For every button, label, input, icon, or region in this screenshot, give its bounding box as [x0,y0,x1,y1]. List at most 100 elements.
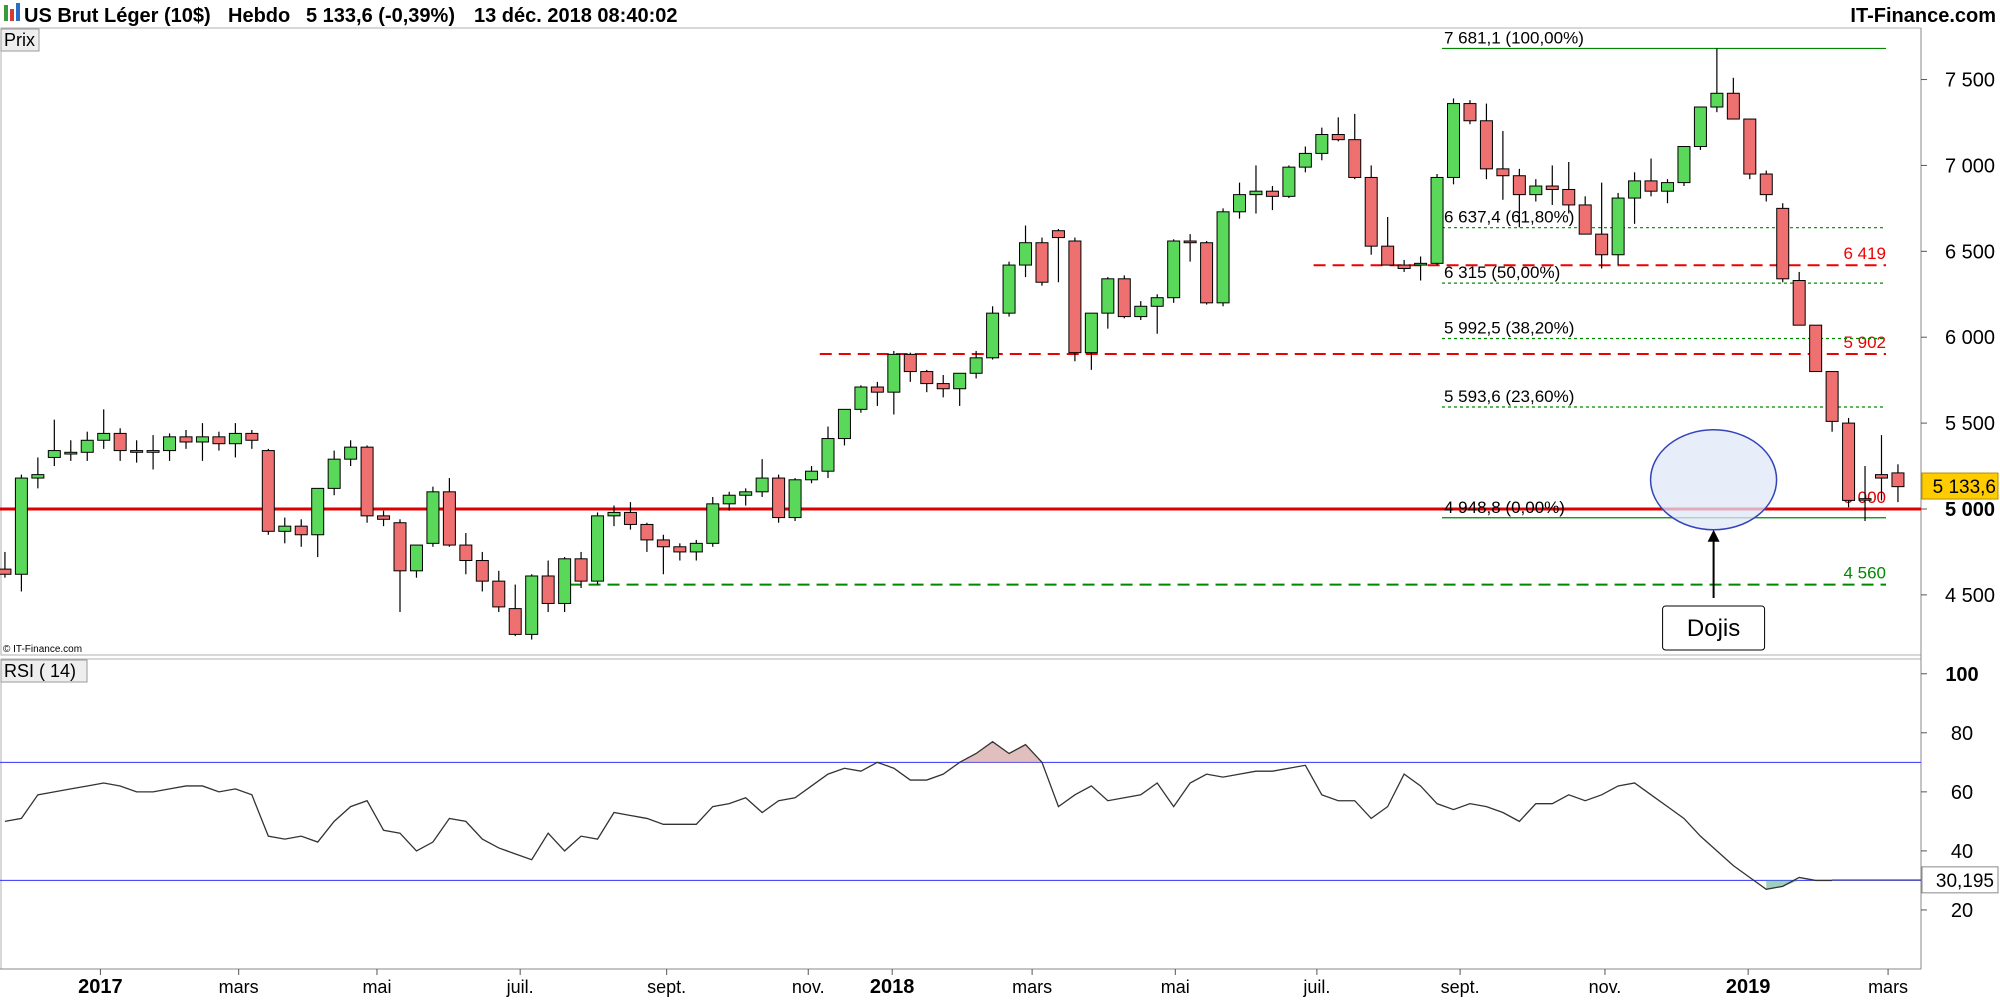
time-tick-label: 2019 [1726,976,1771,998]
candle-body-up [327,458,341,489]
rsi-series: 20 40 60 80 100 30,195 [0,664,1999,922]
candle-body-down [1759,173,1773,196]
candle-body-down [1348,139,1362,178]
candle-body-up [1628,180,1642,199]
candle-body-up [426,491,440,544]
candle-body-down [1792,280,1806,326]
candle-body-up [1315,134,1329,154]
header-instrument: US Brut Léger (10$) [24,5,211,27]
candle-body-down [130,450,144,453]
candle-body-down [1545,185,1559,190]
candle-body-up [1002,264,1016,314]
price-tick-label: 6 000 [1945,327,1995,349]
candle-body-up [1710,92,1724,108]
candle-body-down [1200,242,1214,304]
candle-body-down [640,523,654,541]
candle-body-down [1463,103,1477,122]
candle-body-up [1134,305,1148,318]
candle-body-up [1677,146,1691,184]
time-tick-label: mai [1161,977,1190,997]
candle-body-down [623,511,637,525]
header-bar [0,0,2000,28]
candle-body-down [1842,422,1856,501]
candle-body-up [1019,242,1033,266]
candle-body-down [1364,176,1378,247]
time-tick-label: sept. [647,977,686,997]
fibo-label: 5 593,6 (23,60%) [1444,387,1574,406]
time-tick-label: juil. [1302,977,1330,997]
doji-annotation: Dojis [1662,529,1766,651]
candle-body-up [344,446,358,460]
price-tick-label: 5 500 [1945,413,1995,435]
time-tick-label: 2018 [870,976,915,998]
doji-circle [1649,429,1778,531]
candle-body-down [1512,175,1526,196]
candle-body-up [409,544,423,572]
rsi-tick-label: 20 [1951,900,1973,922]
candle-body-down [1874,474,1888,479]
candle-body-up [146,450,160,453]
candle-body-up [986,312,1000,359]
rsi-panel-label: RSI ( 14) [4,661,76,681]
header-brand: IT-Finance.com [1850,5,1996,27]
candle-body-down [377,515,391,520]
candle-body-up [80,439,94,453]
candle-body-down [920,371,934,385]
candle-body-up [1282,166,1296,197]
level-label: 6 419 [1843,244,1886,263]
time-tick-label: nov. [792,977,825,997]
fibo-label: 6 637,4 (61,80%) [1444,208,1574,227]
time-x-axis: 2017 mars mai juil. sept. nov. 2018 mars mai juil… [78,969,1908,998]
annotation-label: Dojis [1687,615,1740,642]
candle-body-up [1430,176,1444,264]
doji-highlight-circle [1649,429,1778,531]
candle-body-up [706,503,720,544]
annotation-box [1662,605,1766,651]
rsi-tick-label: 60 [1951,782,1973,804]
fibo-label: 6 315 (50,00%) [1444,263,1560,282]
level-label: 4 560 [1843,564,1886,583]
candle-body-up [1447,103,1461,178]
candle-body-down [442,491,456,546]
candle-body-down [1578,204,1592,235]
fibo-label: 7 681,1 (100,00%) [1444,28,1584,47]
price-y-axis: 4 500 5 000 5 500 6 000 6 500 7 000 7 500 5 133… [1921,70,1999,607]
candle-body-up [591,515,605,582]
header-datetime: 13 déc. 2018 08:40:02 [474,5,678,27]
candle-body-down [1726,92,1740,120]
header-quote: 5 133,6 (-0,39%) [306,5,455,27]
candle-body-up [887,353,901,393]
candlestick-series [0,48,1905,640]
candle-body-down [541,575,555,604]
candle-body-up [163,436,177,452]
candle-body-down [1068,240,1082,354]
candle-body-down [1809,324,1823,373]
candle-body-up [47,450,61,458]
rsi-tick-label: 100 [1945,664,1978,686]
header-logo-icon [4,3,20,21]
rsi-line [4,740,1833,890]
candle-body-up [31,474,45,479]
price-tick-label: 7 000 [1945,155,1995,177]
rsi-last-tag [1921,866,1999,894]
candle-body-up [228,432,242,445]
candle-body-up [1233,194,1247,213]
rsi-tick-label: 80 [1951,723,1973,745]
candle-body-down [1051,230,1065,239]
candle-body-down [870,386,884,393]
time-tick-label: mai [362,977,391,997]
price-panel-frame [0,27,1922,656]
candle-body-down [0,568,12,575]
candle-body-down [772,477,786,519]
rsi-last-label: 30,195 [1936,871,1994,892]
candle-body-up [788,479,802,519]
last-price-tag [1921,472,1999,500]
price-label-box [0,28,40,52]
time-tick-label: sept. [1441,977,1480,997]
level-label: 5 902 [1843,333,1886,352]
candle-body-down [1743,118,1757,175]
price-tick-label: 5 000 [1945,499,1995,521]
header-period: Hebdo [228,5,290,27]
candle-body-down [1035,242,1049,283]
